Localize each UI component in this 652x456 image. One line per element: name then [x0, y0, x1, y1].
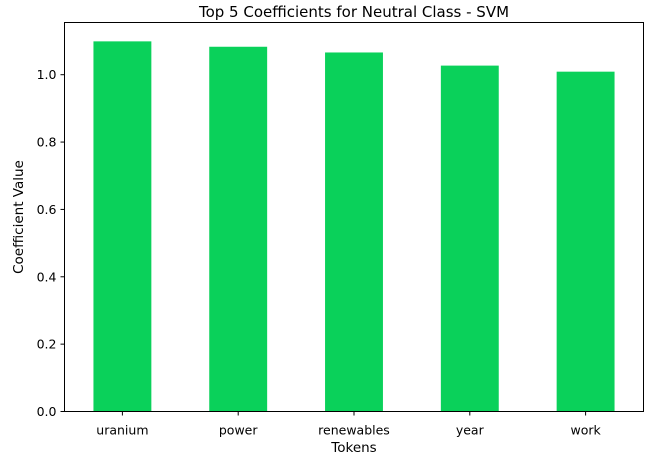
x-axis: uranium power renewables year work	[96, 411, 601, 438]
plot-frame	[64, 22, 644, 412]
y-tick-label: 0.0	[37, 404, 57, 419]
chart-title: Top 5 Coefficients for Neutral Class - S…	[198, 3, 509, 21]
bar-power	[209, 46, 268, 412]
x-tick-label-year: year	[456, 423, 485, 438]
y-tick-label: 0.8	[37, 135, 57, 150]
x-axis-label: Tokens	[330, 440, 376, 456]
x-tick-label-renewables: renewables	[318, 423, 390, 438]
x-tick-label-power: power	[219, 423, 258, 438]
y-axis-label: Coefficient Value	[11, 160, 27, 274]
y-tick-label: 0.4	[37, 269, 57, 284]
bar-work	[556, 71, 615, 412]
bar-renewables	[325, 52, 383, 412]
x-tick-label-work: work	[570, 423, 601, 438]
y-tick-label: 1.0	[37, 67, 57, 82]
y-tick-label: 0.2	[37, 337, 57, 352]
y-axis: 0.0 0.2 0.4 0.6 0.8 1.0	[37, 67, 65, 419]
y-tick-label: 0.6	[37, 202, 57, 217]
x-tick-label-uranium: uranium	[96, 423, 148, 438]
bar-year	[440, 65, 499, 412]
bars-group	[93, 41, 615, 412]
bar-uranium	[93, 41, 152, 412]
